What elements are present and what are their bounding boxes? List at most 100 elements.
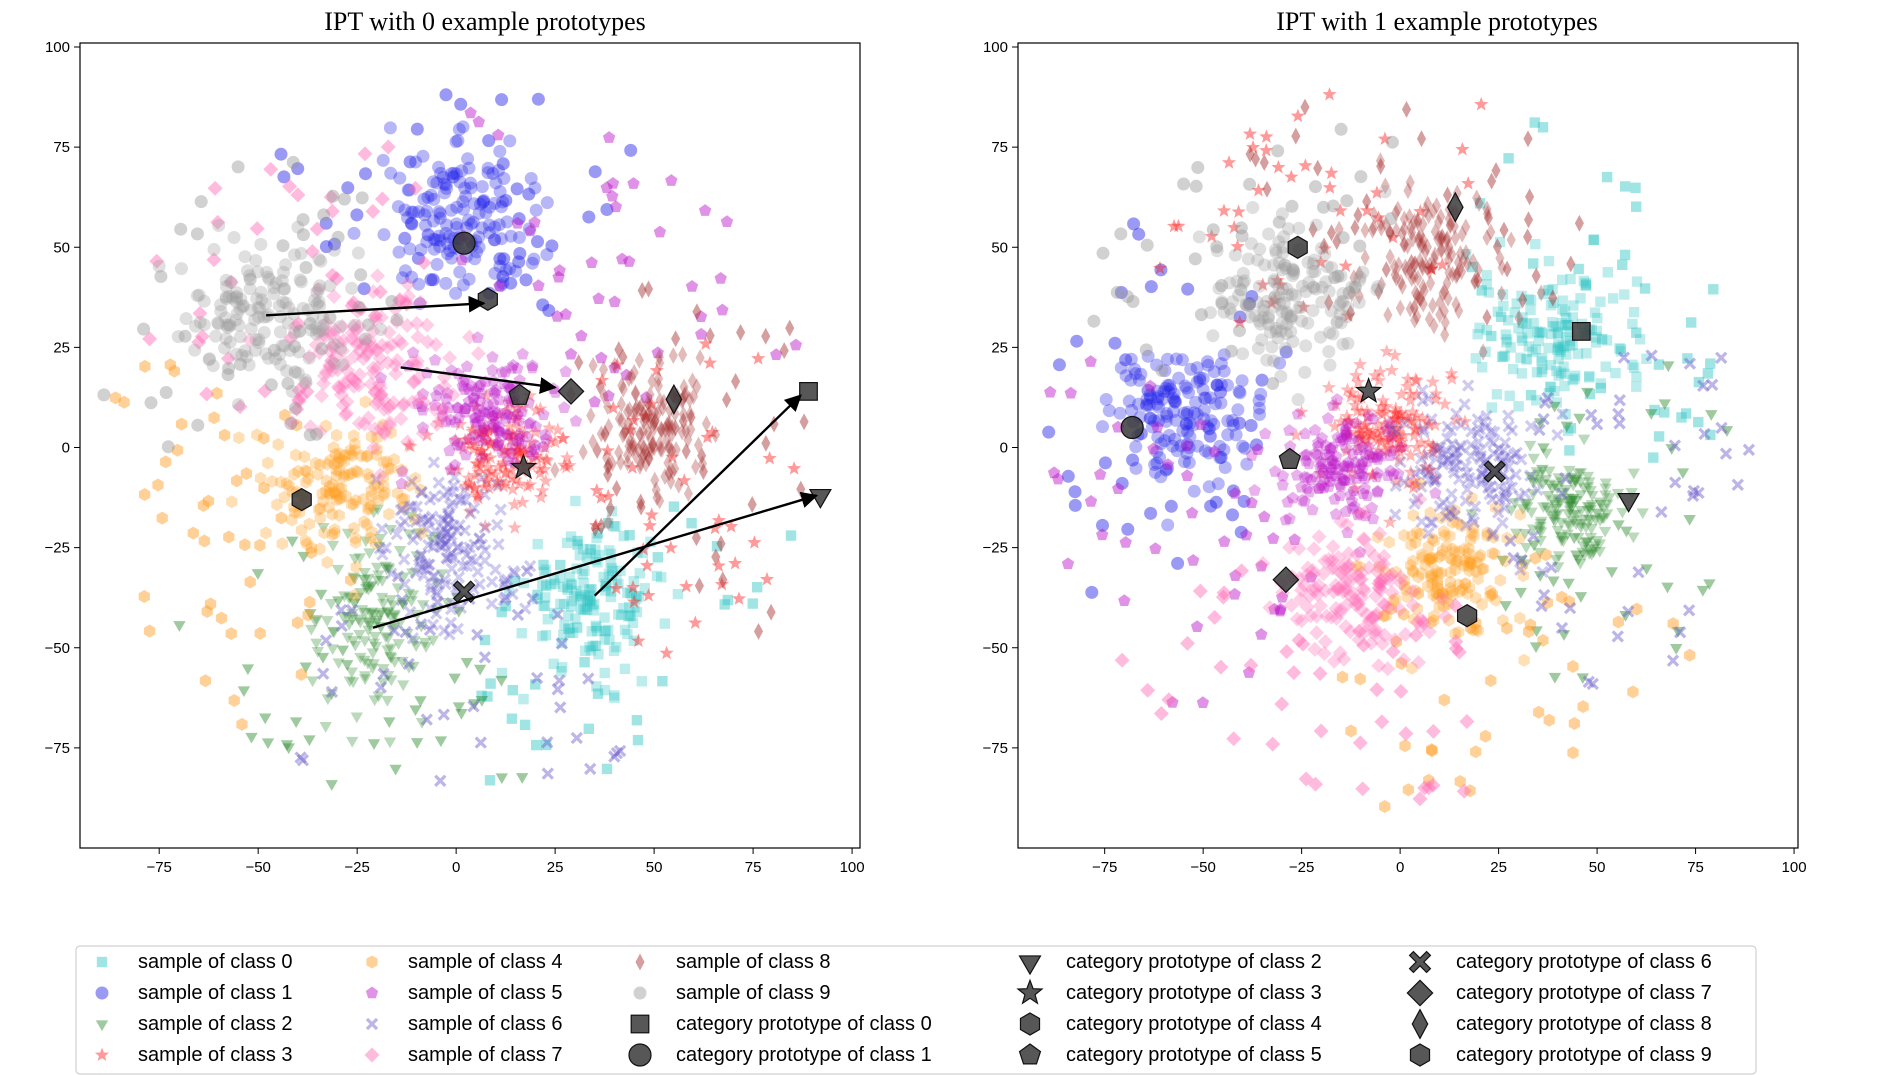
legend-sample-marker [633,986,647,1000]
sample-point [686,421,696,438]
sample-point [366,663,379,675]
sample-point [476,448,491,462]
sample-point [751,351,766,365]
sample-point [445,167,459,181]
sample-point [232,399,248,415]
sample-point [396,465,409,477]
sample-point [487,397,500,409]
sample-point [191,334,207,350]
sample-point [414,696,427,707]
sample-point [1352,295,1366,309]
sample-point [144,396,158,410]
sample-point [388,366,404,382]
sample-point [631,591,642,602]
sample-point [563,623,574,634]
sample-point [1084,495,1098,507]
sample-point [476,195,490,209]
sample-point [385,623,398,634]
sample-point [564,571,575,582]
sample-point [638,408,654,423]
sample-point [590,640,601,652]
sample-point [240,350,254,364]
sample-point [1336,337,1350,351]
sample-point [440,551,453,564]
sample-point [1144,280,1158,294]
sample-point [389,353,405,368]
sample-point [400,276,416,292]
x-tick-label: 0 [1396,859,1404,876]
sample-point [640,391,653,403]
sample-point [427,214,441,228]
sample-point [1485,674,1497,688]
sample-point [624,143,638,157]
sample-point [607,565,618,577]
sample-point [337,407,353,423]
sample-point [324,488,336,502]
sample-point [508,448,523,463]
sample-point [404,511,418,523]
sample-point [681,442,691,460]
sample-point [593,490,609,504]
sample-point [479,388,494,402]
sample-point [326,626,340,638]
sample-point [1523,211,1534,229]
sample-point [462,213,475,227]
sample-point [722,391,732,409]
category-prototype-marker [452,231,476,255]
sample-point [313,279,327,293]
sample-point [320,484,332,498]
sample-point [453,519,466,532]
sample-point [376,401,392,417]
sample-point [257,383,273,399]
sample-point [1608,293,1619,304]
sample-point [432,383,446,396]
sample-point [683,485,693,503]
sample-point [406,374,422,390]
sample-point [515,405,529,417]
sample-point [1180,635,1195,651]
sample-point [455,253,469,266]
sample-point [528,215,541,228]
sample-point [1494,573,1506,587]
sample-point [368,695,381,707]
sample-point [565,531,577,542]
sample-point [262,456,274,470]
sample-point [1323,358,1337,372]
sample-point [376,153,390,167]
sample-point [310,286,324,300]
sample-point [344,298,360,314]
sample-point [221,368,235,382]
sample-point [486,363,499,376]
sample-point [610,356,620,374]
sample-point [412,391,427,406]
sample-point [324,267,340,283]
sample-point [366,440,382,456]
sample-point [785,530,797,541]
sample-point [355,605,369,616]
sample-point [541,736,554,749]
sample-point [586,584,597,595]
sample-point [1547,576,1560,588]
sample-point [455,164,469,178]
sample-point [465,379,478,392]
sample-point [479,634,491,646]
sample-point [476,195,490,208]
sample-point [350,535,362,549]
legend-prototype-marker [628,1043,652,1067]
sample-point [357,416,372,432]
sample-point [596,517,606,535]
sample-point [301,537,313,551]
sample-point [382,398,398,414]
sample-point [1496,516,1509,530]
sample-point [623,611,634,622]
sample-point [469,416,482,429]
sample-point [295,668,308,681]
sample-point [442,230,456,244]
sample-point [174,222,188,236]
sample-point [551,608,564,621]
sample-point [420,334,436,350]
y-tick-label: 0 [62,440,70,457]
y-tick-label: −75 [45,740,70,757]
sample-point [523,559,537,573]
sample-point [592,292,605,305]
